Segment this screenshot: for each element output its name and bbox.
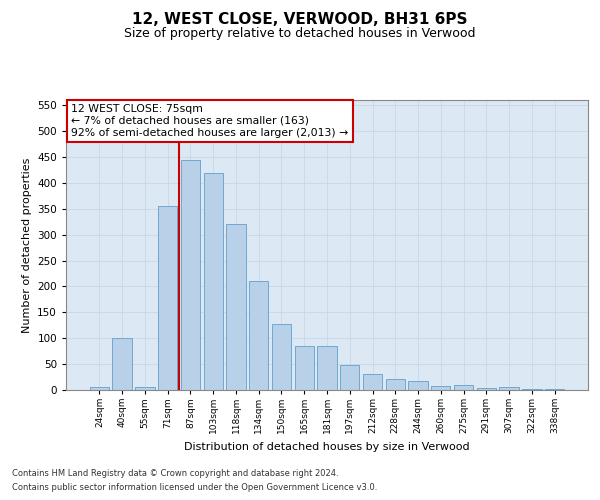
Text: Contains HM Land Registry data © Crown copyright and database right 2024.: Contains HM Land Registry data © Crown c… [12,468,338,477]
Bar [522,389,542,390]
Bar [386,378,405,390]
Bar [340,365,359,390]
Text: Contains public sector information licensed under the Open Government Licence v3: Contains public sector information licen… [12,484,377,492]
Y-axis label: Number of detached properties: Number of detached properties [22,158,32,332]
Bar [226,224,245,390]
Text: 12 WEST CLOSE: 75sqm
← 7% of detached houses are smaller (163)
92% of semi-detac: 12 WEST CLOSE: 75sqm ← 7% of detached ho… [71,104,349,138]
Bar [135,388,155,390]
Bar [409,381,428,390]
Text: Size of property relative to detached houses in Verwood: Size of property relative to detached ho… [124,28,476,40]
Bar [363,374,382,390]
Bar [295,346,314,390]
Bar [499,388,519,390]
Bar [545,389,564,390]
X-axis label: Distribution of detached houses by size in Verwood: Distribution of detached houses by size … [184,442,470,452]
Bar [454,385,473,390]
Bar [476,388,496,390]
Bar [181,160,200,390]
Bar [203,172,223,390]
Bar [158,206,178,390]
Bar [317,346,337,390]
Bar [272,324,291,390]
Bar [431,386,451,390]
Text: 12, WEST CLOSE, VERWOOD, BH31 6PS: 12, WEST CLOSE, VERWOOD, BH31 6PS [132,12,468,28]
Bar [112,338,132,390]
Bar [90,388,109,390]
Bar [249,281,268,390]
